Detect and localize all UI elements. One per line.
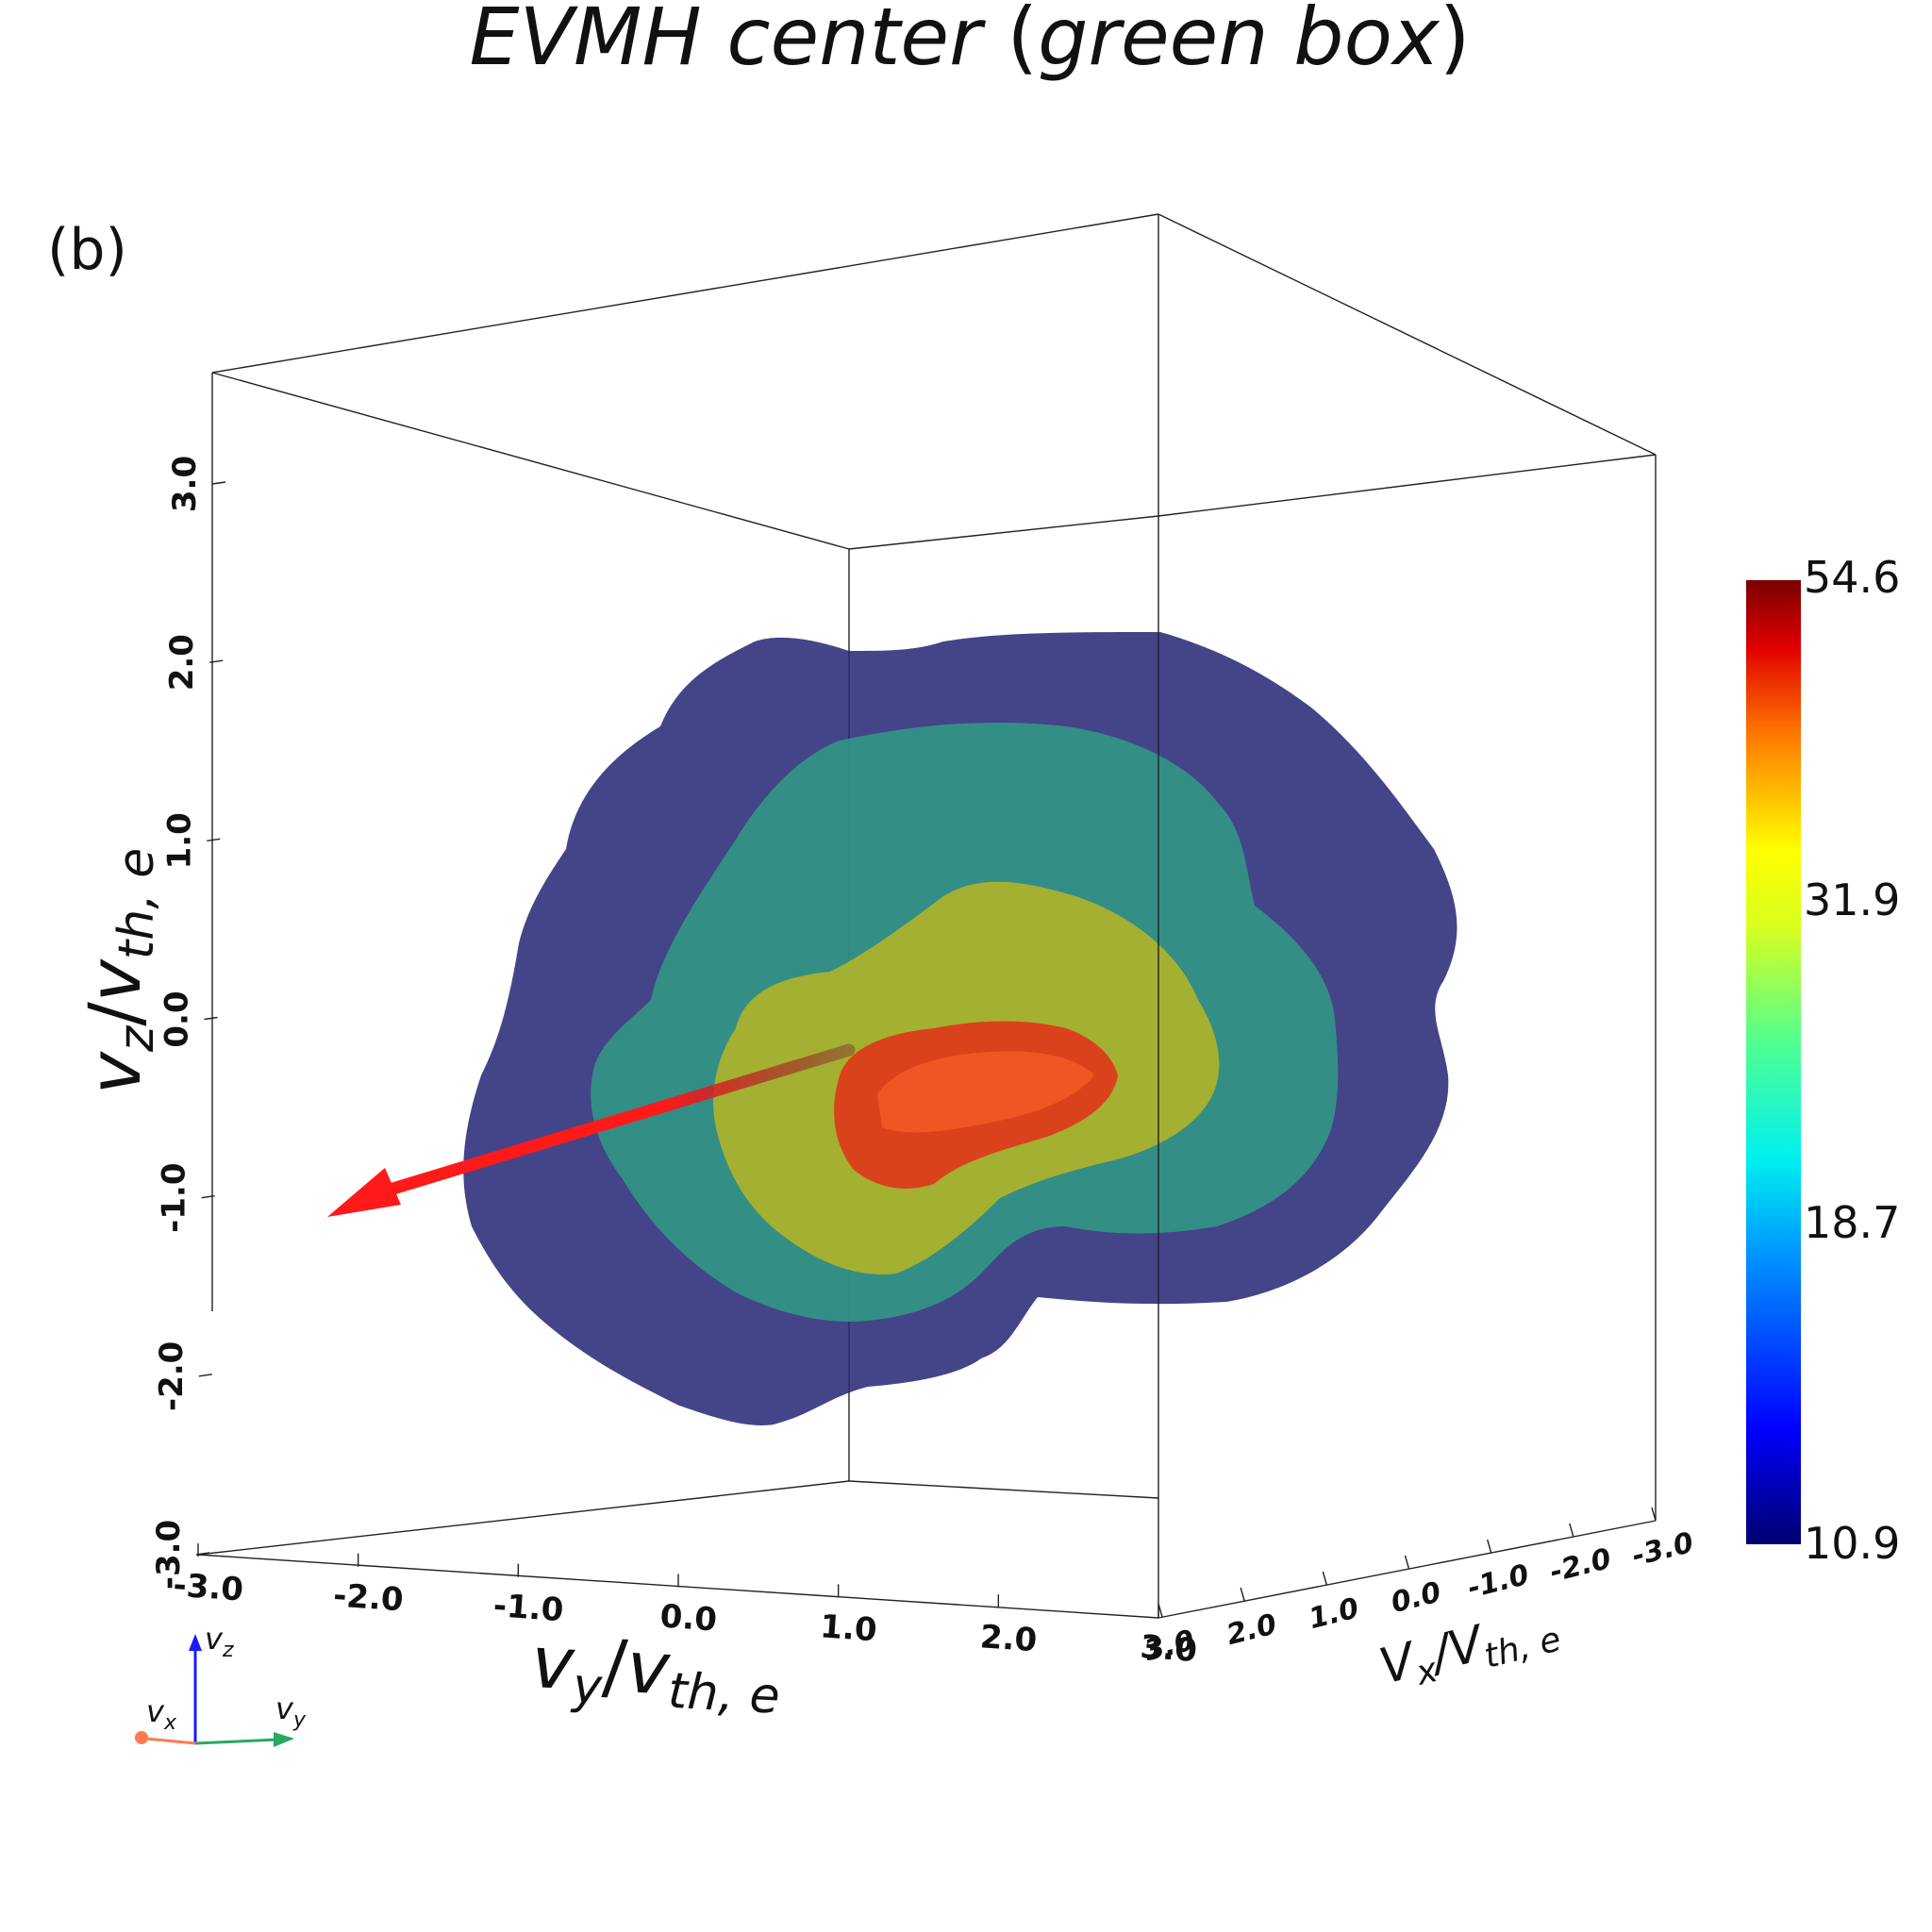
vy-tick-label: -1.0 <box>492 1587 565 1629</box>
vx-tick-label: 1.0 <box>1306 1591 1362 1636</box>
colorbar-tick-min: 10.9 <box>1804 1518 1900 1569</box>
colorbar-tick-31-9: 31.9 <box>1804 874 1900 925</box>
vx-tick-mark <box>1486 1539 1492 1554</box>
vy-tick-label: 1.0 <box>819 1607 878 1649</box>
isosurface-inner-highlight <box>877 1051 1094 1133</box>
vx-tick-mark <box>1404 1555 1410 1570</box>
vy-orient-arrowhead <box>274 1732 294 1747</box>
vx-tick-mark <box>1569 1523 1574 1538</box>
vz-tick-mark <box>207 838 221 842</box>
vx-tick-label: 2.0 <box>1224 1607 1280 1652</box>
orientation-axes: vz vx vy <box>135 1621 307 1747</box>
vy-axis: -3.0 -2.0 -1.0 0.0 1.0 2.0 3.0 <box>172 1543 1198 1670</box>
vz-orient-arrowhead <box>189 1634 202 1651</box>
vx-tick-label: -1.0 <box>1464 1558 1532 1606</box>
chart-title: EVMH center (green box) <box>470 0 1471 83</box>
arrow-head <box>327 1168 401 1217</box>
vx-axis: 3.0 2.0 1.0 0.0 -1.0 -2.0 -3.0 <box>1141 1507 1697 1668</box>
orient-label-vy: vy <box>275 1690 307 1732</box>
vz-tick-mark <box>201 1194 215 1199</box>
vy-axis-label: vy/vth, e <box>529 1620 784 1725</box>
vz-axis-label: vz/vth, e <box>73 848 165 1094</box>
orient-label-vx: vx <box>146 1693 177 1735</box>
vz-tick-label: -1.0 <box>156 1162 193 1232</box>
vz-tick-label: 2.0 <box>163 634 201 691</box>
vx-tick-mark <box>1322 1571 1328 1586</box>
vx-axis-label: Vx/Vth, e <box>1374 1597 1565 1701</box>
vz-tick-mark <box>209 659 224 663</box>
vx-tick-mark <box>1158 1603 1163 1618</box>
orient-label-vz: vz <box>205 1621 234 1662</box>
colorbar-tick-max: 54.6 <box>1804 552 1900 603</box>
colorbar-gradient <box>1746 580 1801 1544</box>
colorbar-tick-18-7: 18.7 <box>1804 1197 1900 1248</box>
title-paren-close: ) <box>1440 0 1471 83</box>
vy-tick-label: 0.0 <box>658 1597 718 1639</box>
vy-tick-label: -2.0 <box>332 1576 405 1619</box>
direction-arrow <box>327 1043 856 1217</box>
vx-orient-arrowhead <box>135 1731 148 1744</box>
vz-tick-label: 0.0 <box>158 991 196 1047</box>
vz-tick-label: 1.0 <box>160 812 198 869</box>
vx-tick-label: -3.0 <box>1629 1526 1697 1574</box>
vz-tick-mark <box>198 1374 212 1377</box>
vz-tick-label: -2.0 <box>153 1341 191 1411</box>
panel-label: (b) <box>47 217 127 283</box>
vx-tick-label: 0.0 <box>1388 1575 1444 1620</box>
vy-tick-label: -3.0 <box>172 1566 244 1608</box>
title-paren-open: ( <box>982 0 1038 83</box>
vx-tick-label: -2.0 <box>1546 1542 1614 1590</box>
vx-tick-mark <box>1240 1587 1245 1602</box>
title-paren-text: green box <box>1038 0 1441 83</box>
vx-tick-mark <box>1651 1507 1657 1522</box>
colorbar: 54.6 31.9 18.7 10.9 <box>1746 552 1900 1569</box>
vz-tick-mark <box>211 481 226 485</box>
vy-tick-label: 2.0 <box>979 1618 1039 1659</box>
vz-tick-label: 3.0 <box>166 456 204 512</box>
vz-tick-label: -3.0 <box>150 1520 188 1590</box>
vz-tick-mark <box>204 1016 218 1021</box>
vy-tick-label: 3.0 <box>1139 1628 1198 1670</box>
vz-axis: -3.0 -2.0 -1.0 0.0 1.0 2.0 3.0 <box>150 456 226 1590</box>
isosurface-group <box>463 632 1457 1425</box>
title-main: EVMH center <box>470 0 987 83</box>
